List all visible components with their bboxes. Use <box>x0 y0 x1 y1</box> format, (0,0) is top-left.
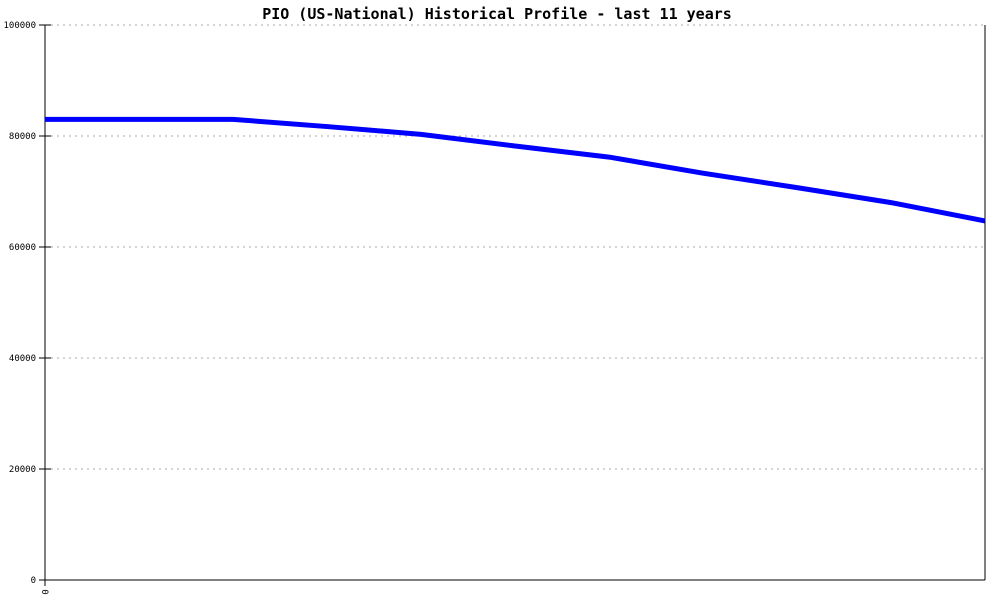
y-tick-label: 20000 <box>9 465 36 475</box>
y-tick-label: 80000 <box>9 132 36 142</box>
y-tick-label: 40000 <box>9 354 36 364</box>
y-tick-label: 100000 <box>3 21 36 31</box>
data-line <box>45 116 986 224</box>
x-tick-label: 0 <box>39 589 49 594</box>
y-tick-label: 0 <box>31 576 36 586</box>
y-tick-label: 60000 <box>9 243 36 253</box>
chart-title: PIO (US-National) Historical Profile - l… <box>262 5 732 23</box>
